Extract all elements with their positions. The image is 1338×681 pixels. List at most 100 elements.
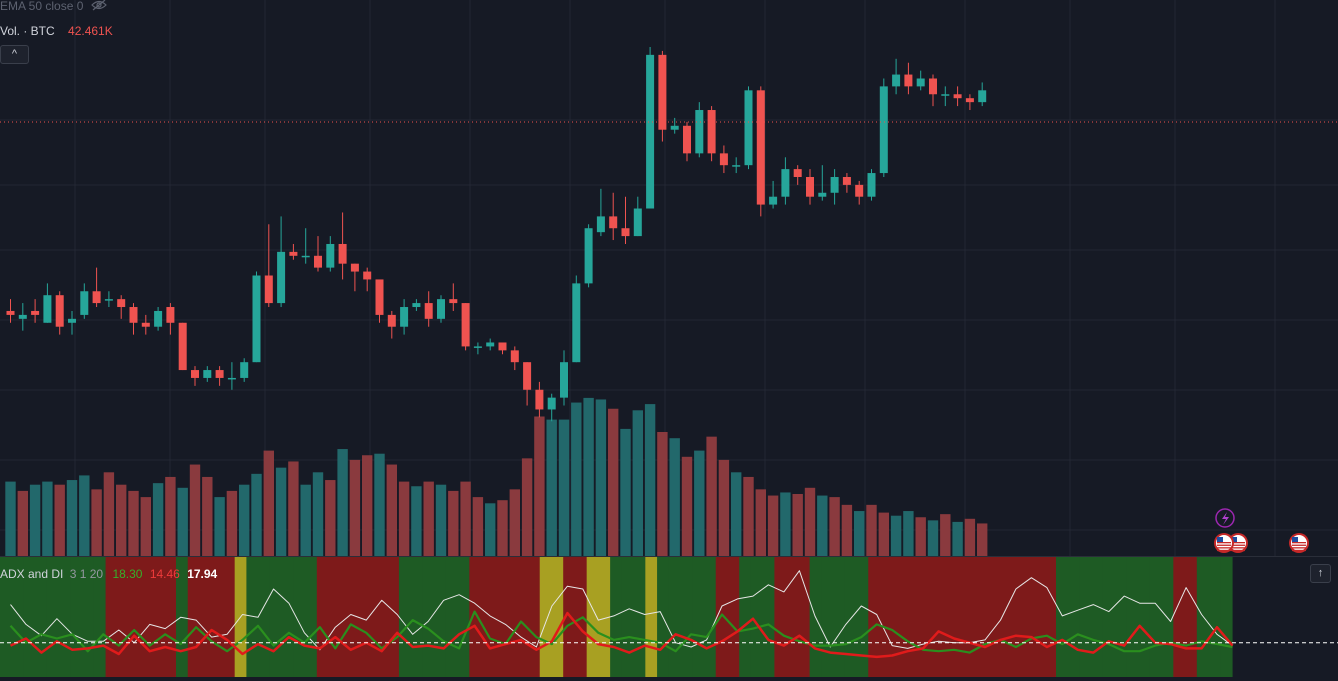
volume-bar bbox=[239, 484, 250, 556]
candle-body bbox=[756, 90, 765, 205]
adx-lines bbox=[0, 570, 1338, 659]
volume-bar bbox=[325, 480, 336, 556]
adx-bg-segment bbox=[1126, 557, 1139, 677]
volume-bar bbox=[288, 461, 299, 556]
us-flag-icon bbox=[1289, 533, 1309, 553]
adx-bg-segment bbox=[469, 557, 482, 677]
candle-body bbox=[695, 110, 704, 154]
candle-body bbox=[609, 216, 618, 229]
adx-bg-segment bbox=[398, 557, 412, 677]
adx-bg-segment bbox=[1208, 557, 1221, 677]
volume-bar bbox=[977, 523, 988, 556]
volume-bar bbox=[17, 490, 28, 556]
candle-body bbox=[129, 307, 138, 323]
chart-overlays bbox=[0, 121, 1338, 553]
candle-body bbox=[670, 125, 679, 130]
candle-body bbox=[941, 94, 950, 96]
adx-bg-segment bbox=[645, 557, 658, 677]
adx-bg-segment bbox=[117, 557, 130, 677]
volume-bar bbox=[890, 515, 902, 556]
adx-bg-segment bbox=[762, 557, 775, 677]
flag-stripe bbox=[1231, 544, 1245, 546]
chart-grid bbox=[0, 0, 1338, 557]
volume-bar bbox=[718, 459, 730, 556]
volume-bar bbox=[362, 455, 373, 556]
candle-body bbox=[264, 275, 273, 304]
arrow-up-icon: ↑ bbox=[1317, 567, 1324, 579]
ema-legend[interactable]: EMA 50 close 0 bbox=[0, 0, 107, 13]
adx-bg-segment bbox=[1044, 557, 1057, 677]
adx-bg-segment bbox=[833, 557, 846, 677]
adx-bg-segment bbox=[176, 557, 189, 677]
volume-bar bbox=[79, 475, 90, 556]
volume-bar bbox=[657, 432, 668, 556]
volume-bar bbox=[189, 464, 201, 556]
volume-bar bbox=[755, 489, 766, 556]
candle-body bbox=[806, 177, 814, 197]
adx-bg-segment bbox=[903, 557, 916, 677]
volume-bar bbox=[177, 487, 188, 556]
candle-body bbox=[867, 173, 876, 197]
collapse-legend-button[interactable]: ^ bbox=[0, 45, 29, 64]
adx-bg-segment bbox=[35, 557, 48, 677]
volume-legend[interactable]: Vol. · BTC 42.461K bbox=[0, 24, 113, 38]
adx-bg-segment bbox=[305, 557, 318, 677]
candle-body bbox=[596, 216, 605, 233]
adx-bg-segment bbox=[387, 557, 400, 677]
volume-bar bbox=[841, 504, 853, 556]
candle-body bbox=[916, 78, 925, 87]
volume-bar bbox=[116, 484, 127, 556]
volume-bar bbox=[128, 490, 139, 556]
adx-legend[interactable]: ADX and DI 3 1 20 18.30 14.46 17.94 bbox=[0, 567, 217, 581]
adx-bg-segment bbox=[539, 557, 553, 677]
adx-bg-segment bbox=[281, 557, 294, 677]
adx-bg-segment bbox=[1079, 557, 1092, 677]
adx-bg-segment bbox=[727, 557, 740, 677]
volume-bar bbox=[497, 500, 508, 556]
candle-body bbox=[830, 177, 839, 193]
adx-value: 17.94 bbox=[187, 567, 218, 581]
adx-bg-segment bbox=[962, 557, 975, 677]
adx-bg-segment bbox=[997, 557, 1010, 677]
di-minus-value: 14.46 bbox=[149, 567, 180, 581]
volume-bar bbox=[521, 458, 533, 556]
volume-bar bbox=[54, 484, 65, 556]
candle-body bbox=[953, 94, 962, 99]
adx-bg-segment bbox=[1161, 557, 1174, 677]
candle-body bbox=[855, 184, 864, 197]
candle-body bbox=[486, 342, 495, 347]
candle-body bbox=[6, 310, 15, 315]
adx-bg-segment bbox=[1138, 557, 1151, 677]
candle-body bbox=[719, 153, 728, 166]
flag-stripe bbox=[1292, 542, 1306, 544]
volume-bar bbox=[804, 487, 816, 556]
adx-bg-segment bbox=[715, 557, 729, 677]
volume-bar bbox=[386, 464, 397, 556]
us-flag-icon bbox=[1228, 533, 1248, 553]
adx-bg-segment bbox=[516, 557, 529, 677]
volume-bar bbox=[878, 512, 889, 556]
adx-bg-segment bbox=[739, 557, 752, 677]
adx-bg-segment bbox=[410, 557, 423, 677]
candle-body bbox=[215, 370, 224, 378]
volume-bar bbox=[620, 428, 631, 556]
flag-stripe bbox=[1231, 547, 1245, 549]
di-minus-line bbox=[9, 611, 1234, 659]
adx-bg-segment bbox=[70, 557, 83, 677]
eye-hidden-icon[interactable] bbox=[90, 0, 107, 11]
volume-bar bbox=[632, 410, 643, 556]
maximize-pane-button[interactable]: ↑ bbox=[1310, 564, 1331, 583]
candle-body bbox=[437, 299, 445, 319]
adx-bg-segment bbox=[434, 557, 447, 677]
volume-bar bbox=[792, 494, 803, 556]
candle-body bbox=[510, 350, 519, 363]
adx-name: ADX and DI bbox=[0, 567, 64, 581]
flag-stripe bbox=[1217, 544, 1231, 546]
volume-bar bbox=[731, 472, 742, 556]
di-plus-line bbox=[9, 610, 1233, 654]
flag-stripe bbox=[1217, 542, 1231, 544]
volume-bar bbox=[927, 520, 939, 556]
candlesticks bbox=[6, 46, 987, 422]
